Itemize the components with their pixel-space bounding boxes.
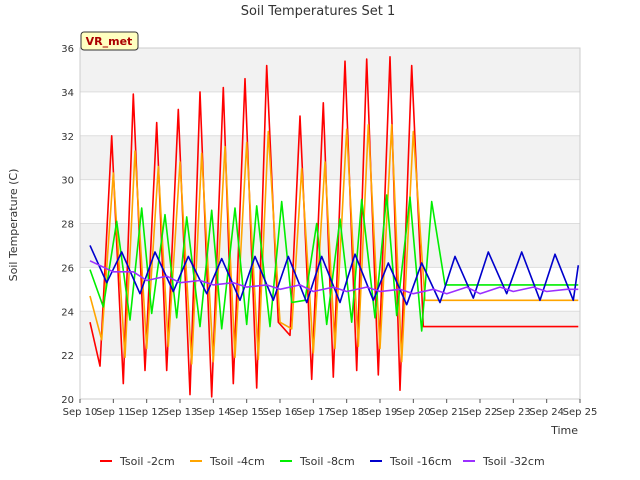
- x-tick-label: Sep 22: [463, 407, 498, 418]
- y-tick-label: 28: [61, 220, 74, 231]
- series-line-tsoil8cm: [89, 194, 579, 332]
- x-tick-label: Sep 16: [263, 407, 298, 418]
- y-tick-label: 30: [61, 176, 74, 187]
- plot-band: [80, 48, 580, 92]
- series-line-tsoil4cm: [89, 124, 579, 365]
- plot-band: [80, 355, 580, 399]
- legend-label: Tsoil -32cm: [482, 455, 545, 468]
- x-tick-label: Sep 21: [429, 407, 464, 418]
- x-tick-label: Sep 14: [196, 407, 231, 418]
- legend-item: Tsoil -4cm: [190, 455, 265, 468]
- legend-label: Tsoil -2cm: [119, 455, 175, 468]
- legend-item: Tsoil -8cm: [280, 455, 355, 468]
- y-tick-label: 22: [61, 351, 74, 362]
- legend-label: Tsoil -4cm: [209, 455, 265, 468]
- legend-item: Tsoil -32cm: [463, 455, 545, 468]
- x-tick-label: Sep 11: [96, 407, 131, 418]
- y-axis-label: Soil Temperature (C): [7, 169, 20, 282]
- legend-label: Tsoil -16cm: [389, 455, 452, 468]
- y-tick-label: 34: [61, 88, 74, 99]
- plot-band: [80, 135, 580, 180]
- x-tick-label: Sep 10: [63, 407, 98, 418]
- y-tick-label: 32: [61, 132, 74, 143]
- x-tick-label: Sep 18: [329, 407, 364, 418]
- plot-band: [80, 311, 580, 356]
- x-tick-label: Sep 13: [163, 407, 198, 418]
- plot-background: [80, 48, 580, 399]
- x-tick-label: Sep 24: [529, 407, 564, 418]
- plot-frame: [79, 47, 581, 400]
- x-axis-label: Time: [550, 424, 578, 437]
- y-tick-label: 26: [61, 263, 74, 274]
- plot-band: [80, 179, 580, 224]
- station-badge-label: VR_met: [86, 35, 133, 48]
- x-tick-label: Sep 19: [363, 407, 398, 418]
- x-tick-label: Sep 17: [296, 407, 331, 418]
- x-tick-label: Sep 12: [129, 407, 164, 418]
- chart-title: Soil Temperatures Set 1: [241, 4, 396, 19]
- legend-item: Tsoil -16cm: [370, 455, 452, 468]
- x-tick-label: Sep 15: [229, 407, 264, 418]
- legend-item: Tsoil -2cm: [100, 455, 175, 468]
- x-tick-label: Sep 23: [496, 407, 531, 418]
- series-line-tsoil2cm: [89, 55, 579, 398]
- legend: Tsoil -2cm Tsoil -4cm Tsoil -8cm Tsoil -16c…: [100, 455, 545, 468]
- plot-band: [80, 91, 580, 136]
- series-line-tsoil32cm: [89, 260, 579, 295]
- station-badge: VR_met: [80, 31, 139, 51]
- series-line-tsoil16cm: [89, 245, 580, 306]
- y-tick-label: 24: [61, 307, 74, 318]
- y-axis-ticks: 20 22 24 26 28 30 32 34 36: [61, 44, 74, 406]
- legend-label: Tsoil -8cm: [299, 455, 355, 468]
- x-tick-label: Sep 25: [563, 407, 598, 418]
- y-tick-label: 36: [61, 44, 74, 55]
- x-tick-label: Sep 20: [396, 407, 431, 418]
- y-tick-label: 20: [61, 395, 74, 406]
- series-lines: [89, 55, 580, 398]
